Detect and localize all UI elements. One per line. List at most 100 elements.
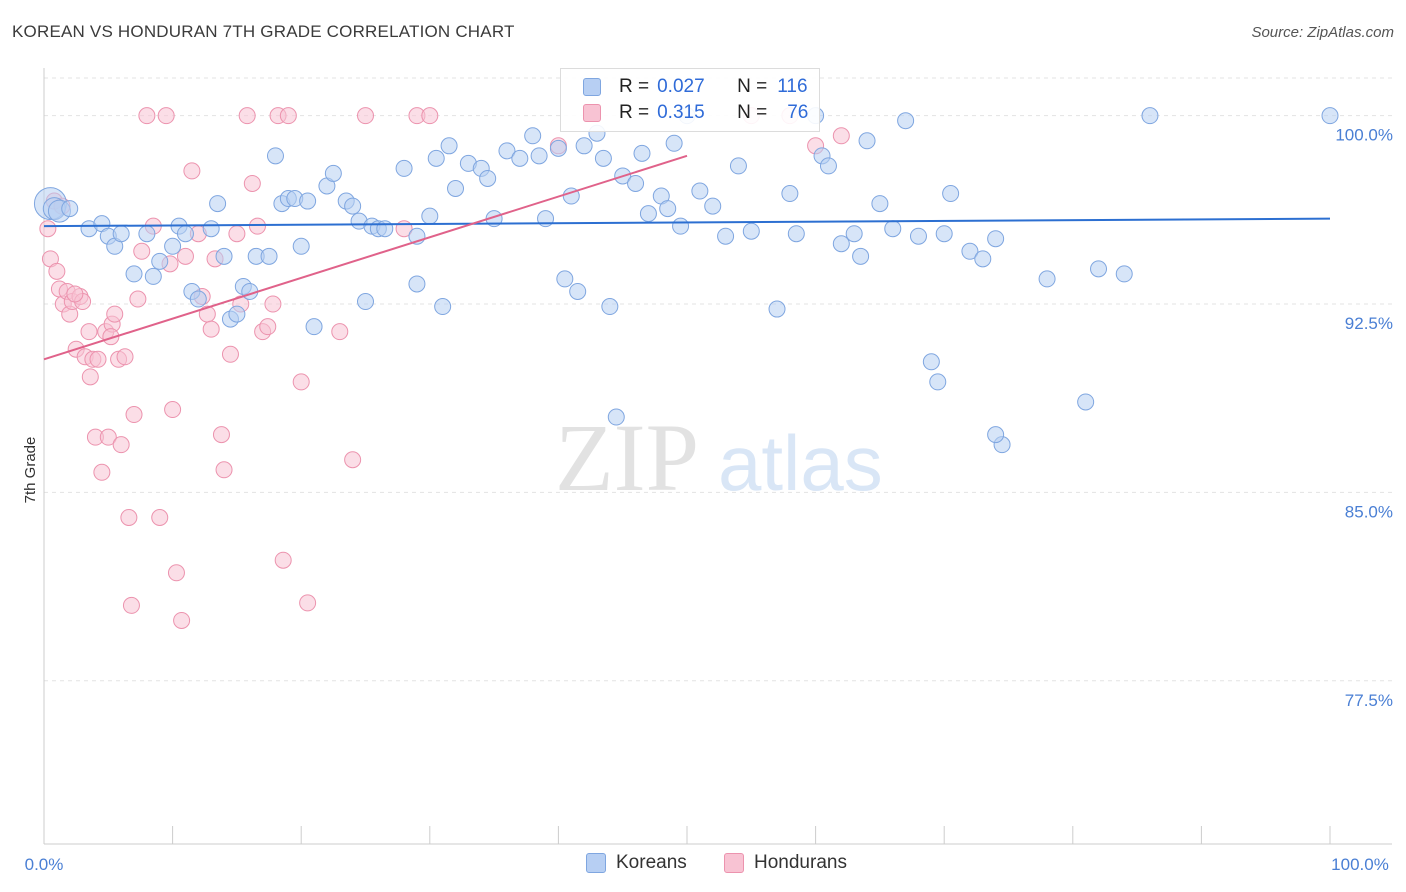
y-tick-label: 85.0% xyxy=(1345,502,1393,521)
honduran-point xyxy=(238,107,256,125)
honduran-point xyxy=(202,320,220,338)
legend-n-label: N = xyxy=(737,76,768,97)
korean-point xyxy=(266,147,284,165)
korean-point xyxy=(942,185,960,203)
honduran-point xyxy=(112,436,130,454)
honduran-point xyxy=(176,247,194,265)
bottom-legend-koreans: Koreans xyxy=(586,852,687,874)
korean-point xyxy=(569,282,587,300)
korean-point xyxy=(511,149,529,167)
honduran-point xyxy=(212,426,230,444)
korean-point xyxy=(305,318,323,336)
honduran-point xyxy=(48,262,66,280)
honduran-point xyxy=(183,162,201,180)
honduran-point xyxy=(129,290,147,308)
chart-title: KOREAN VS HONDURAN 7TH GRADE CORRELATION… xyxy=(12,22,515,41)
korean-point xyxy=(549,139,567,157)
korean-point xyxy=(138,225,156,243)
korean-point xyxy=(144,267,162,285)
korean-point xyxy=(607,408,625,426)
korean-point xyxy=(929,373,947,391)
korean-point xyxy=(717,227,735,245)
honduran-point xyxy=(264,295,282,313)
korean-point xyxy=(61,200,79,218)
korean-point xyxy=(852,247,870,265)
korean-point xyxy=(395,159,413,177)
korean-point xyxy=(594,149,612,167)
korean-point xyxy=(292,237,310,255)
honduran-point xyxy=(344,451,362,469)
legend-n-label: N = xyxy=(737,102,768,123)
legend-row-hondurans: R = 0.315 N = 76 xyxy=(583,101,808,125)
korean-point xyxy=(215,247,233,265)
legend: R = 0.027 N = 116 R = 0.315 N = 76 xyxy=(560,68,820,132)
korean-point xyxy=(742,222,760,240)
korean-point xyxy=(601,298,619,316)
source-label: Source: ZipAtlas.com xyxy=(1251,24,1394,41)
korean-point xyxy=(819,157,837,175)
korean-point xyxy=(1090,260,1108,278)
honduran-point xyxy=(221,345,239,363)
honduran-point xyxy=(116,348,134,366)
korean-point xyxy=(987,426,1005,444)
honduran-point xyxy=(122,596,140,614)
honduran-point xyxy=(106,305,124,323)
hondurans-swatch xyxy=(583,104,601,122)
honduran-point xyxy=(331,323,349,341)
honduran-point xyxy=(279,107,297,125)
legend-r-value: 0.027 xyxy=(657,76,705,97)
korean-point xyxy=(189,290,207,308)
korean-point xyxy=(556,270,574,288)
trend-lines xyxy=(43,154,1331,361)
korean-point xyxy=(909,227,927,245)
korean-point xyxy=(530,147,548,165)
legend-r-label: R = xyxy=(619,102,650,123)
korean-point xyxy=(1321,107,1339,125)
korean-point xyxy=(665,134,683,152)
honduran-point xyxy=(357,107,374,125)
koreans-trend-line xyxy=(43,217,1331,228)
watermark-zip: ZIP xyxy=(555,404,699,511)
korean-point xyxy=(524,127,542,145)
y-tick-label: 92.5% xyxy=(1345,314,1393,333)
honduran-point xyxy=(173,611,191,629)
korean-point xyxy=(260,247,278,265)
korean-point xyxy=(125,265,143,283)
honduran-point xyxy=(228,225,246,243)
honduran-point xyxy=(274,551,292,569)
korean-point xyxy=(729,157,747,175)
legend-row-koreans: R = 0.027 N = 116 xyxy=(583,75,808,99)
korean-point xyxy=(897,112,915,130)
legend-n-value: 116 xyxy=(777,76,808,97)
korean-point xyxy=(1141,107,1159,125)
koreans-points xyxy=(33,107,1339,454)
korean-point xyxy=(376,220,394,238)
tick-labels: 77.5% 85.0% 92.5% 100.0% 0.0% 100.0% xyxy=(25,126,1393,874)
honduran-point xyxy=(259,318,277,336)
honduran-point xyxy=(102,328,120,346)
watermark-atlas: atlas xyxy=(718,419,883,507)
hondurans-legend-label: Hondurans xyxy=(754,852,847,873)
honduran-point xyxy=(248,217,266,235)
korean-point xyxy=(498,142,516,160)
hondurans-trend-line xyxy=(43,154,688,361)
honduran-point xyxy=(81,368,99,386)
korean-point xyxy=(987,230,1005,248)
korean-point xyxy=(112,225,130,243)
korean-point xyxy=(659,200,677,218)
koreans-swatch xyxy=(583,78,601,96)
grid-lines xyxy=(44,77,1392,682)
koreans-legend-label: Koreans xyxy=(616,852,687,873)
korean-point xyxy=(871,195,889,213)
korean-point xyxy=(344,197,362,215)
korean-point xyxy=(228,305,246,323)
korean-point xyxy=(447,180,465,198)
korean-point xyxy=(974,250,992,268)
korean-point xyxy=(1038,270,1056,288)
korean-point xyxy=(479,169,497,187)
korean-point xyxy=(832,235,850,253)
korean-point xyxy=(935,225,953,243)
watermark: ZIP atlas xyxy=(555,404,883,511)
honduran-point xyxy=(421,107,439,125)
